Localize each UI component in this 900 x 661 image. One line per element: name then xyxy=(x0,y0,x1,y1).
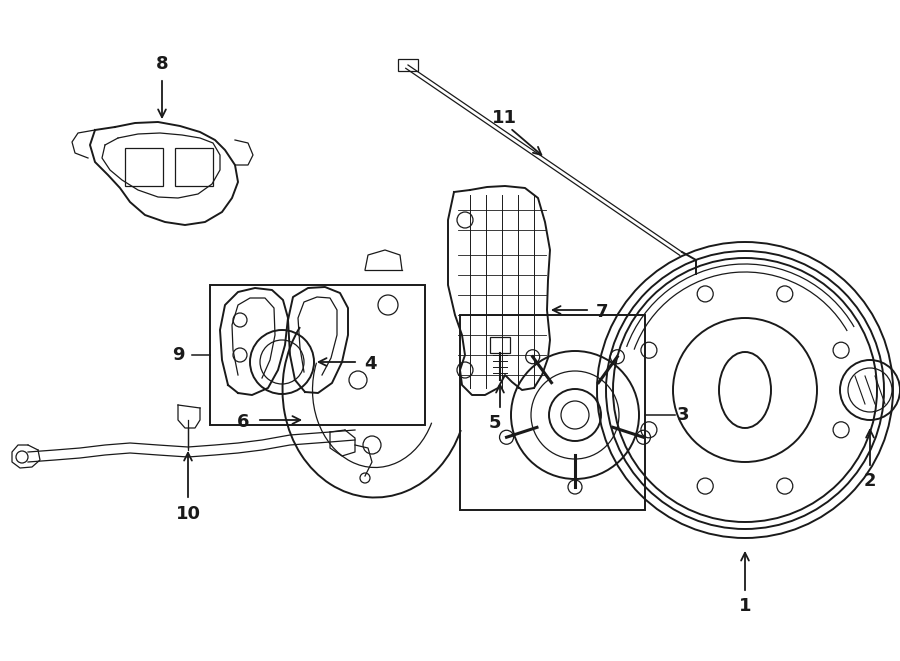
Bar xyxy=(175,148,213,186)
Text: 3: 3 xyxy=(677,406,689,424)
Text: 7: 7 xyxy=(596,303,608,321)
Bar xyxy=(125,148,163,186)
Text: 8: 8 xyxy=(156,55,168,73)
Text: 1: 1 xyxy=(739,597,752,615)
Bar xyxy=(490,337,510,353)
Text: 10: 10 xyxy=(176,505,201,523)
Text: 9: 9 xyxy=(173,346,185,364)
Text: 11: 11 xyxy=(491,109,517,127)
Text: 6: 6 xyxy=(237,413,249,431)
Text: 2: 2 xyxy=(864,472,877,490)
Bar xyxy=(210,285,425,425)
Bar xyxy=(398,59,418,71)
Bar xyxy=(460,315,645,510)
Text: 5: 5 xyxy=(489,414,501,432)
Text: 4: 4 xyxy=(364,355,376,373)
